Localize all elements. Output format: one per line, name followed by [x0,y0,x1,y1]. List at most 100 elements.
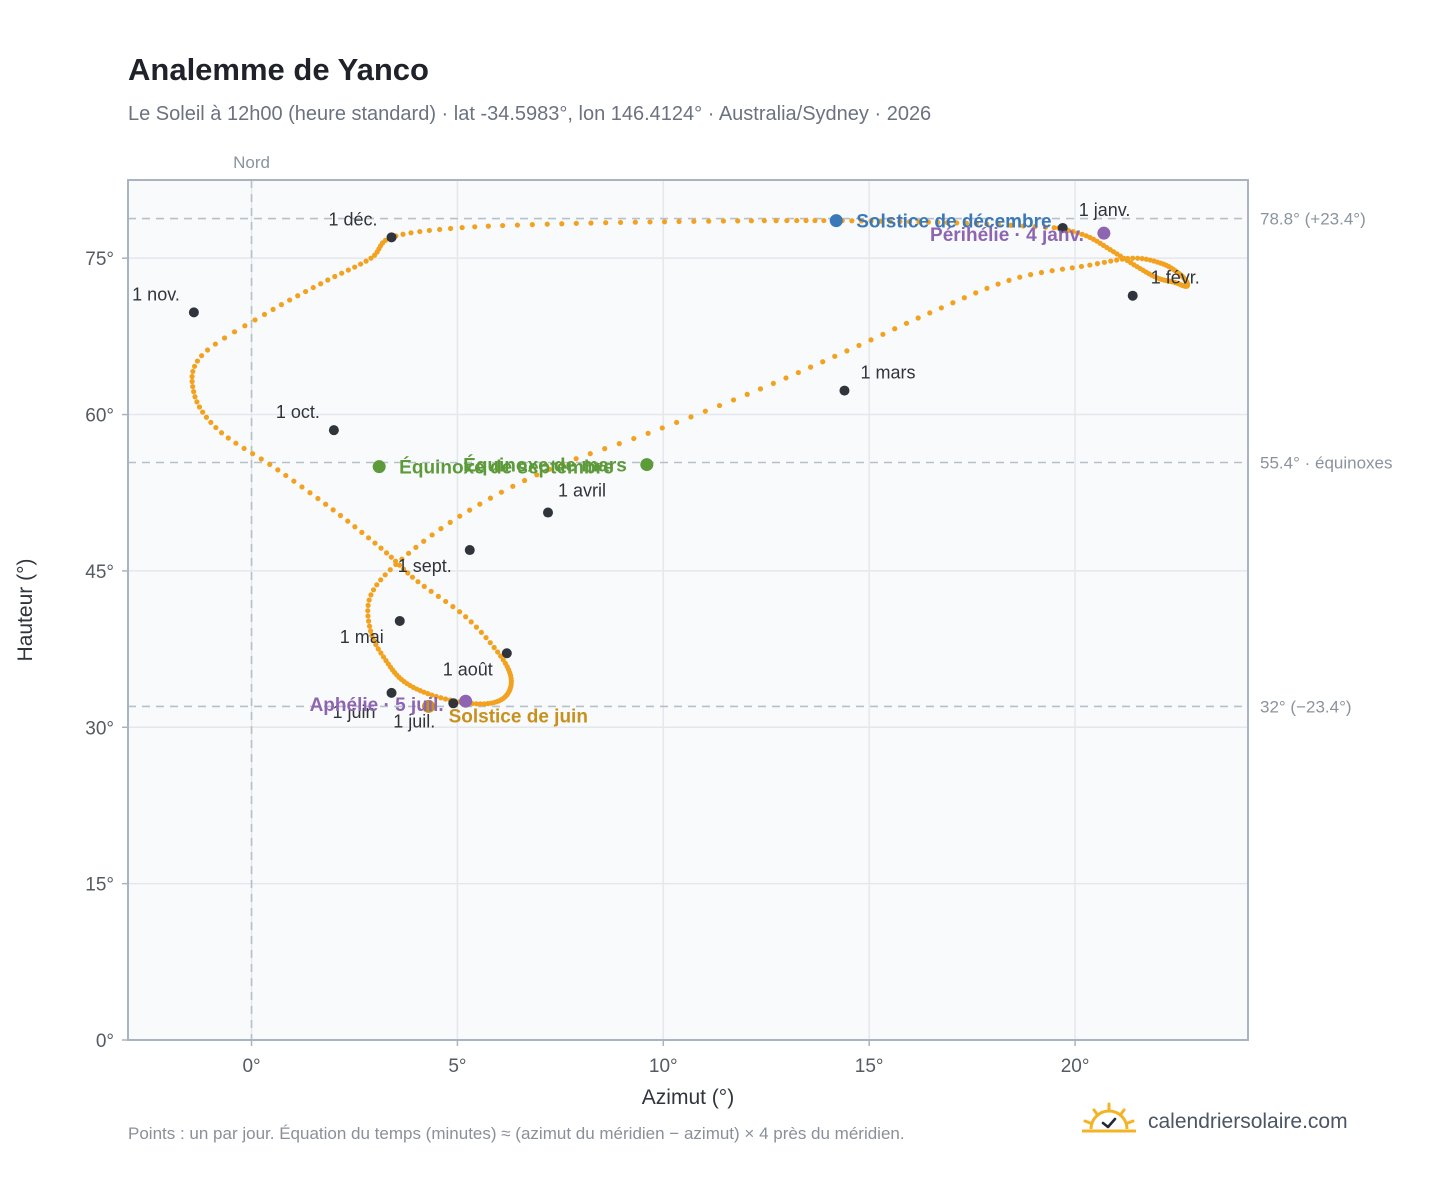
daily-point [868,337,874,343]
daily-point [417,228,423,235]
daily-point [498,653,504,659]
daily-point [221,335,228,341]
daily-point [1017,274,1023,280]
daily-point [984,285,990,291]
month-label: 1 nov. [132,284,180,304]
daily-point [318,281,324,287]
daily-point [897,218,903,225]
y-tick-label: 30° [85,718,114,739]
daily-point [368,592,374,598]
daily-point [485,223,491,229]
daily-point [973,290,979,296]
daily-point [880,331,886,337]
brand-name: calendriersolaire.com [1148,1110,1348,1133]
daily-point [373,642,379,648]
daily-point [261,311,268,318]
daily-point [463,614,469,620]
daily-point [472,224,478,230]
daily-point [559,221,565,227]
daily-point [191,389,197,395]
month-marker [394,615,405,626]
daily-point [369,633,375,639]
daily-point [366,618,372,624]
daily-point [275,467,281,473]
sun-check-icon [1081,1102,1137,1143]
event-marker [1097,226,1111,240]
month-marker [386,687,397,698]
daily-point [1020,223,1026,229]
daily-point [372,540,378,546]
daily-point [366,597,372,603]
daily-point [1094,261,1101,267]
daily-point [291,478,297,484]
x-tick-label: 20° [1061,1056,1090,1077]
daily-point [421,538,427,544]
daily-point [744,391,750,397]
daily-point [315,495,321,502]
daily-point [302,288,309,295]
daily-point [339,270,345,276]
month-label: 1 mai [340,627,384,647]
daily-point [457,513,463,519]
month-label: 1 avril [558,481,606,501]
daily-point [459,224,465,231]
daily-point [748,218,755,224]
daily-point [832,353,838,359]
daily-point [478,629,484,635]
daily-point [820,359,826,365]
daily-point [358,261,364,267]
daily-point [795,369,801,376]
daily-point [241,445,247,452]
daily-point [365,608,371,614]
daily-point [252,317,258,323]
daily-point [730,397,737,403]
brand[interactable]: calendriersolaire.com [1081,1100,1348,1144]
chart-title: Analemme de Yanco [128,52,429,87]
daily-point [310,284,316,291]
daily-point [429,532,435,538]
event-label: Aphélie · 5 juil. [310,695,444,716]
daily-point [345,267,351,273]
month-marker [543,507,553,518]
daily-point [1147,257,1153,263]
event-label: Solstice de juin [449,706,588,727]
daily-point [382,237,389,243]
month-markers: 1 janv. 1 févr. 1 mars 1 avril 1 mai 1 juin 1 … [132,200,1200,731]
daily-point [529,221,535,228]
x-tick-label: 10° [649,1056,678,1077]
daily-point [844,348,850,354]
daily-point [208,419,214,426]
daily-point [903,320,910,326]
daily-point [500,657,506,663]
daily-point [415,579,421,585]
event-marker [372,460,386,474]
daily-point [368,628,374,634]
daily-point [892,326,898,332]
daily-point [365,613,371,619]
daily-point [616,441,622,447]
daily-point [483,635,489,641]
daily-point [573,220,579,226]
daily-point [438,695,444,701]
daily-point [514,222,520,228]
daily-point [631,435,637,442]
y-tick-label: 75° [85,249,114,270]
daily-point [659,425,665,431]
daily-point [858,218,865,224]
daily-point [674,419,680,426]
daily-point [409,574,416,580]
daily-point [856,342,862,349]
month-marker [501,648,512,659]
daily-point [757,386,764,392]
daily-point [735,218,741,224]
daily-point [487,495,494,501]
daily-point [203,414,210,420]
daily-point [1028,272,1034,278]
month-label: 1 oct. [276,402,320,422]
month-marker [1127,290,1138,301]
daily-point [378,545,384,551]
daily-point [190,368,196,375]
daily-point [378,650,384,656]
daily-point [770,380,776,387]
daily-point [213,424,219,431]
